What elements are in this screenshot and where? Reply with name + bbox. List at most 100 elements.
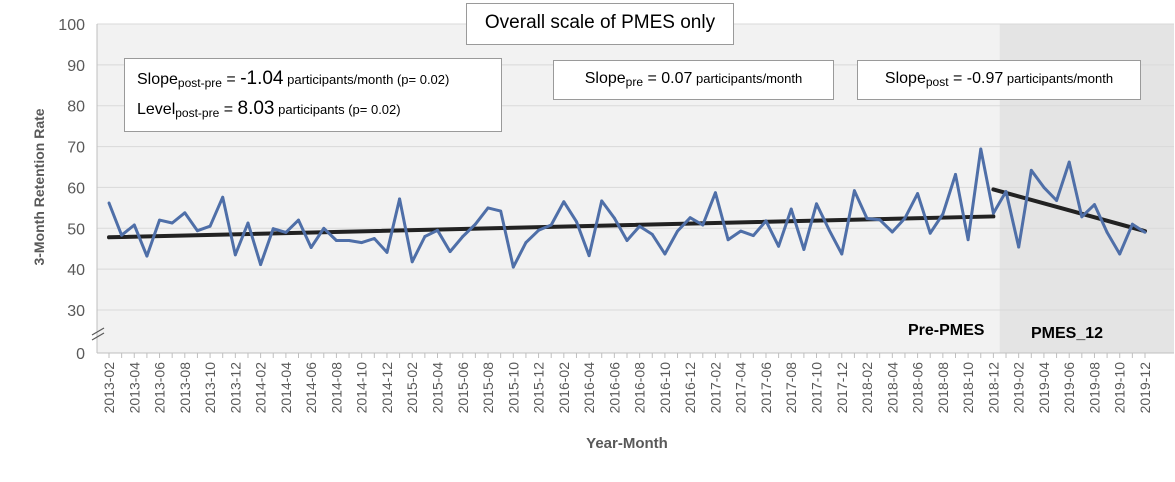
data-point <box>562 200 566 204</box>
data-point <box>777 244 781 248</box>
slope-pre-lead: Slope <box>584 70 626 87</box>
data-point <box>612 216 616 220</box>
data-point <box>650 233 654 236</box>
data-point <box>1130 222 1134 226</box>
data-point <box>941 212 945 216</box>
slope-post-box: Slopepost = -0.97 participants/month <box>857 60 1141 100</box>
x-tick-label: 2013-06 <box>152 362 168 414</box>
data-point <box>360 241 364 244</box>
y-axis-label: 3-Month Retention Rate <box>31 108 47 265</box>
x-tick-label: 2016-10 <box>657 362 673 414</box>
data-point <box>284 230 288 234</box>
data-point <box>1067 160 1071 164</box>
x-tick-label: 2017-06 <box>758 362 774 414</box>
data-point <box>120 233 124 237</box>
slope-post-unit: participants/month <box>1003 71 1114 86</box>
x-tick-label: 2014-12 <box>379 362 395 414</box>
data-point <box>802 248 806 251</box>
trend-line <box>991 187 1147 234</box>
x-tick-label: 2018-12 <box>985 362 1001 414</box>
data-point <box>840 252 844 256</box>
data-series <box>107 147 1147 269</box>
data-point <box>423 235 427 238</box>
slope-post-eq: = -0.97 <box>948 70 1004 87</box>
data-point <box>259 263 263 267</box>
x-tick-label: 2014-02 <box>253 362 269 414</box>
slope-post-pre-eq: = <box>221 71 241 88</box>
data-point <box>575 220 578 224</box>
data-point <box>145 254 149 258</box>
x-tick-label: 2019-06 <box>1061 362 1077 414</box>
data-point <box>903 216 907 220</box>
y-tick-label: 40 <box>67 262 85 279</box>
x-tick-label: 2018-04 <box>884 362 900 414</box>
x-tick-label: 2013-04 <box>126 362 142 414</box>
data-point <box>486 206 490 210</box>
x-tick-label: 2018-08 <box>935 362 951 414</box>
x-tick-label: 2013-08 <box>177 362 193 414</box>
data-point <box>1017 245 1021 249</box>
data-point <box>688 216 692 220</box>
x-tick-label: 2014-04 <box>278 362 294 414</box>
data-point <box>1093 203 1096 206</box>
x-tick-label: 2017-02 <box>707 362 723 414</box>
data-point <box>1080 215 1084 219</box>
y-tick-label: 70 <box>67 140 85 157</box>
data-point <box>372 237 376 240</box>
data-point <box>132 223 136 227</box>
interrupted-series-stats-box: Slopepost-pre = -1.04 participants/month… <box>124 58 502 132</box>
data-point <box>158 218 161 222</box>
data-point <box>663 252 667 256</box>
x-tick-label: 2017-10 <box>809 362 825 414</box>
data-point <box>183 211 187 215</box>
data-point <box>322 226 326 230</box>
trend-lines <box>107 187 1147 240</box>
data-point <box>764 219 768 223</box>
data-point <box>815 202 818 206</box>
data-point <box>461 235 465 238</box>
level-post-pre-sub: post-pre <box>175 106 220 120</box>
data-point <box>954 172 957 176</box>
data-point <box>436 228 439 232</box>
y-tick-label: 60 <box>67 180 85 197</box>
data-point <box>853 189 856 193</box>
level-post-pre-unit: participants <box>274 102 345 117</box>
x-tick-label: 2014-10 <box>354 362 370 414</box>
slope-post-lead: Slope <box>884 70 926 87</box>
data-point <box>335 239 338 242</box>
data-point <box>1042 186 1046 189</box>
data-point <box>233 253 237 257</box>
data-point <box>916 192 919 195</box>
level-post-pre-p: (p= 0.02) <box>344 102 401 117</box>
y-tick-label: 0 <box>76 346 85 363</box>
data-point <box>991 211 995 215</box>
level-post-pre-value: 8.03 <box>237 98 275 119</box>
x-tick-label: 2016-06 <box>606 362 622 414</box>
pre-period-label: Pre-PMES <box>908 322 985 339</box>
slope-post-pre-sub: post-pre <box>177 76 222 90</box>
data-point <box>1004 190 1008 193</box>
x-tick-label: 2018-10 <box>960 362 976 414</box>
data-point <box>726 238 730 242</box>
data-point <box>208 224 212 228</box>
x-tick-label: 2015-02 <box>404 362 420 414</box>
x-tick-label: 2016-02 <box>556 362 572 414</box>
x-tick-label: 2019-10 <box>1112 362 1128 414</box>
slope-post-pre-line: Slopepost-pre = -1.04 participants/month… <box>137 65 501 95</box>
level-post-pre-eq: = <box>219 101 238 118</box>
data-point <box>1055 199 1058 202</box>
x-tick-label: 2015-08 <box>480 362 496 414</box>
slope-post-pre-value: -1.04 <box>240 68 284 89</box>
slope-pre-box: Slopepre = 0.07 participants/month <box>553 60 834 100</box>
slope-pre-eq: = 0.07 <box>643 70 693 87</box>
data-point <box>410 260 414 264</box>
x-tick-label: 2017-12 <box>834 362 850 414</box>
post-period-label: PMES_12 <box>1031 325 1104 342</box>
data-point <box>309 246 313 249</box>
data-point <box>865 217 869 220</box>
y-tick-label: 90 <box>67 58 85 75</box>
x-tick-label: 2013-02 <box>101 362 117 414</box>
data-point <box>1143 230 1147 234</box>
data-point <box>890 230 894 234</box>
x-tick-label: 2015-10 <box>505 362 521 414</box>
